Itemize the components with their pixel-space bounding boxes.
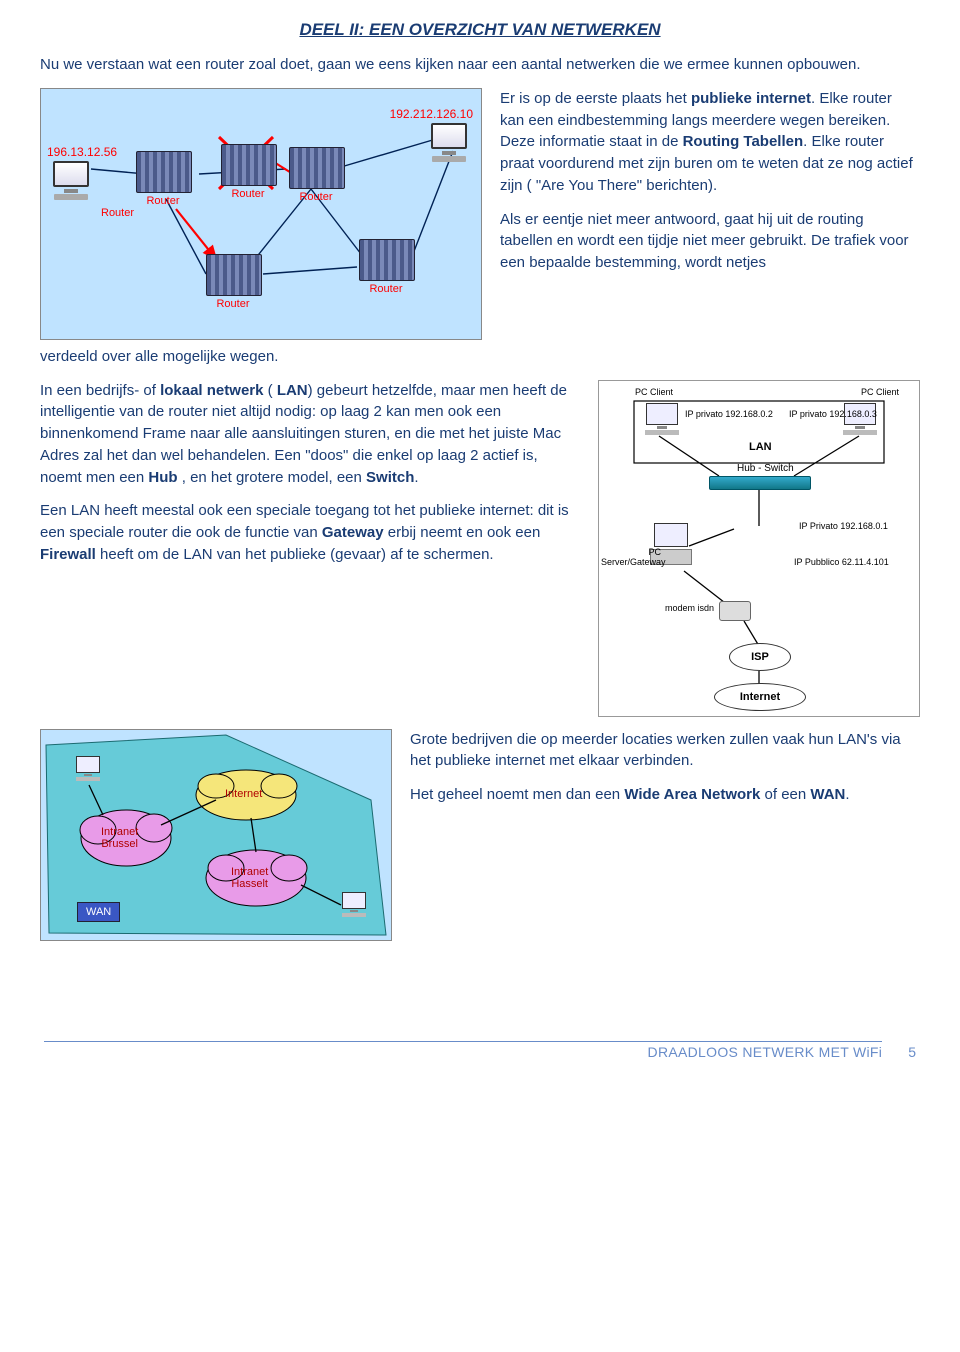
ip1-label: IP privato 192.168.0.2 xyxy=(685,409,773,419)
diagram-wan: Intranet Brussel Internet Intranet Hasse… xyxy=(40,729,392,941)
para4: Grote bedrijven die op meerder locaties … xyxy=(410,729,920,773)
intranet1-label: Intranet Brussel xyxy=(101,826,138,850)
hub-label: Hub - Switch xyxy=(737,463,794,474)
para5: Het geheel noemt men dan een Wide Area N… xyxy=(410,784,920,806)
router-left-label: Router xyxy=(101,207,134,219)
diagram-routers: 196.13.12.56 192.212.126.10 Router Route… xyxy=(40,88,482,340)
router-1-icon: Router xyxy=(136,151,190,199)
internet-label: Internet xyxy=(225,788,262,800)
ip-left: 196.13.12.56 xyxy=(47,145,117,159)
para1b: Als er eentje niet meer antwoord, gaat h… xyxy=(500,209,920,274)
wan-pc2-icon xyxy=(339,892,369,922)
modem-icon xyxy=(719,601,751,621)
intro-paragraph: Nu we verstaan wat een router zoal doet,… xyxy=(40,54,920,76)
pc-client-left-label: PC Client xyxy=(635,387,673,397)
pc-left-icon xyxy=(51,161,91,197)
intranet2-label: Intranet Hasselt xyxy=(231,866,268,890)
wan-pc1-icon xyxy=(73,756,103,786)
lan-label: LAN xyxy=(749,441,772,453)
server-label: PC Server/Gateway xyxy=(601,547,661,567)
ip-right: 192.212.126.10 xyxy=(390,107,473,121)
footer-page-number: 5 xyxy=(908,1044,916,1060)
page-footer: DRAADLOOS NETWERK MET WiFi 5 xyxy=(40,1041,920,1060)
diagram-lan: PC Client IP privato 192.168.0.2 PC Clie… xyxy=(598,380,920,717)
footer-title: DRAADLOOS NETWERK MET WiFi xyxy=(44,1041,882,1060)
para2: In een bedrijfs- of lokaal netwerk ( LAN… xyxy=(40,380,580,489)
modem-label: modem isdn xyxy=(665,603,714,613)
pc-client-left-icon xyxy=(641,403,683,443)
para1-tail: verdeeld over alle mogelijke wegen. xyxy=(40,346,920,368)
pc-right-icon xyxy=(429,123,469,159)
ip2-label: IP privato 192.168.0.3 xyxy=(789,409,877,419)
router-4-icon: Router xyxy=(206,254,260,302)
router-5-icon: Router xyxy=(359,239,413,287)
ip4-label: IP Pubblico 62.11.4.101 xyxy=(794,557,889,567)
ip3-label: IP Privato 192.168.0.1 xyxy=(799,521,888,531)
section-title: DEEL II: EEN OVERZICHT VAN NETWERKEN xyxy=(40,20,920,40)
router-3-icon: Router xyxy=(289,147,343,195)
pc-client-right-label: PC Client xyxy=(861,387,899,397)
router-2-icon: Router xyxy=(221,144,275,192)
hub-icon xyxy=(709,476,811,490)
isp-node: ISP xyxy=(729,643,791,671)
wan-badge: WAN xyxy=(77,902,120,922)
para3: Een LAN heeft meestal ook een speciale t… xyxy=(40,500,580,565)
para1: Er is op de eerste plaats het publieke i… xyxy=(500,88,920,197)
internet-node: Internet xyxy=(714,683,806,711)
